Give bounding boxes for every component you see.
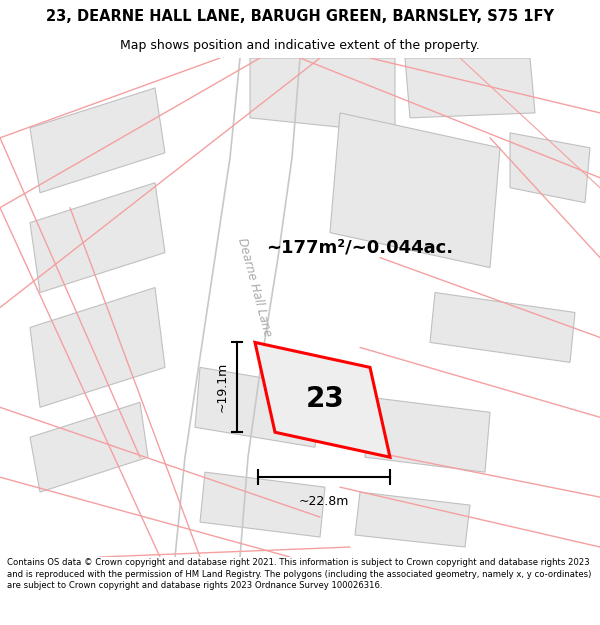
Text: Map shows position and indicative extent of the property.: Map shows position and indicative extent… [120, 39, 480, 52]
Text: Dearne Hall Lane: Dearne Hall Lane [236, 237, 274, 338]
Polygon shape [30, 88, 165, 192]
Polygon shape [355, 492, 470, 547]
Polygon shape [430, 292, 575, 362]
Polygon shape [30, 288, 165, 408]
Polygon shape [195, 368, 320, 448]
Text: ~22.8m: ~22.8m [299, 495, 349, 508]
Text: 23, DEARNE HALL LANE, BARUGH GREEN, BARNSLEY, S75 1FY: 23, DEARNE HALL LANE, BARUGH GREEN, BARN… [46, 9, 554, 24]
Text: Contains OS data © Crown copyright and database right 2021. This information is : Contains OS data © Crown copyright and d… [7, 558, 592, 590]
Text: ~19.1m: ~19.1m [216, 362, 229, 413]
Polygon shape [30, 402, 148, 492]
Polygon shape [405, 58, 535, 118]
Text: ~177m²/~0.044ac.: ~177m²/~0.044ac. [266, 239, 454, 257]
Polygon shape [255, 342, 390, 457]
Polygon shape [250, 58, 395, 133]
Text: 23: 23 [305, 386, 344, 413]
Polygon shape [30, 182, 165, 292]
Polygon shape [365, 398, 490, 472]
Polygon shape [330, 113, 500, 268]
Polygon shape [200, 472, 325, 537]
Polygon shape [510, 133, 590, 202]
